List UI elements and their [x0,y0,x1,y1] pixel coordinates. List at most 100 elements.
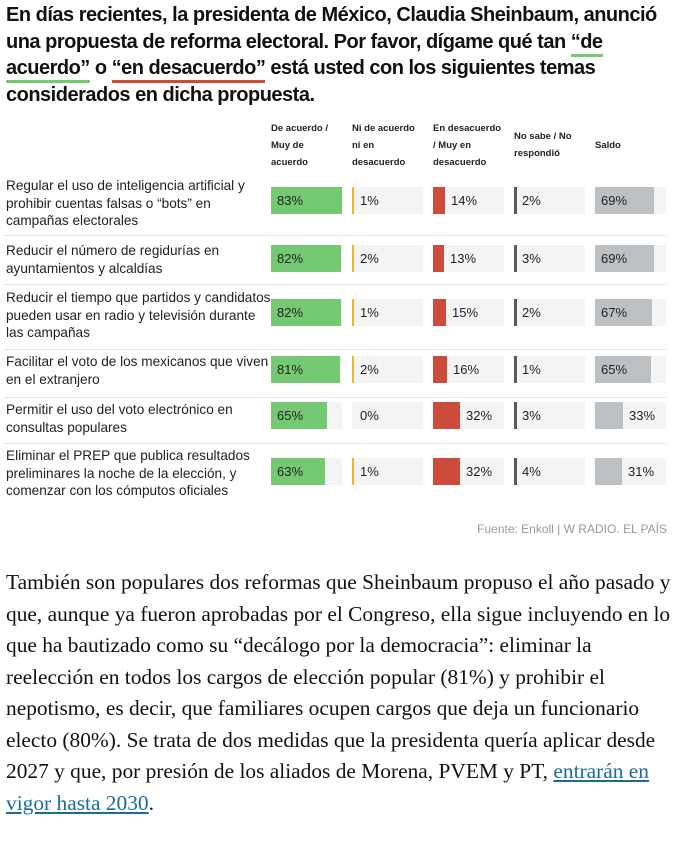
row-separator [5,235,666,236]
column-header-agree: De acuerdo / Muy de acuerdo [271,123,329,168]
bar-disagree [433,356,447,383]
bar-agree [271,187,342,214]
value-label: 1% [360,193,379,208]
value-label: 2% [522,305,541,320]
row-separator [5,397,666,398]
bar-saldo [595,402,623,429]
cell-disagree: 32% [433,458,504,485]
bar-no-answer [514,356,517,383]
value-label: 32% [466,464,493,479]
row-separator [5,284,666,285]
value-label: 0% [360,408,379,423]
value-label: 3% [522,251,541,266]
cell-no-answer: 2% [514,187,585,214]
row-label: Facilitar el voto de los mexicanos que v… [6,354,269,387]
cell-disagree: 32% [433,402,504,429]
column-header-saldo: Saldo [595,140,621,151]
value-label: 2% [360,251,379,266]
cell-no-answer: 3% [514,245,585,272]
cell-no-answer: 2% [514,299,585,326]
value-label: 69% [601,251,628,266]
row-label: Permitir el uso del voto electrónico en … [6,402,233,435]
bar-agree [271,402,327,429]
cell-agree: 65% [271,402,342,429]
chart-title: En días recientes, la presidenta de Méxi… [6,4,657,106]
value-label: 33% [629,408,656,423]
value-label: 82% [277,251,304,266]
value-label: 13% [450,251,477,266]
cell-agree: 82% [271,245,342,272]
bar-agree [271,458,325,485]
bar-disagree [433,458,460,485]
cell-saldo: 33% [595,402,666,429]
value-label: 1% [360,464,379,479]
disagree-term: “en desacuerdo” [111,57,266,83]
value-label: 65% [601,362,628,377]
row-separator [5,443,666,444]
value-label: 69% [601,193,628,208]
value-label: 2% [360,362,379,377]
bar-disagree [433,245,444,272]
cell-saldo: 69% [595,245,666,272]
bar-no-answer [514,299,517,326]
bar-neutral [352,245,354,272]
value-label: 81% [277,362,304,377]
row-label: Regular el uso de inteligencia artificia… [6,178,245,228]
cell-no-answer: 3% [514,402,585,429]
cell-no-answer: 1% [514,356,585,383]
row-separator [5,349,666,350]
cell-disagree: 16% [433,356,504,383]
cell-no-answer: 4% [514,458,585,485]
bar-neutral [352,458,354,485]
row-label: Reducir el número de regidurías en ayunt… [6,243,220,276]
bar-agree [271,356,340,383]
cell-disagree: 15% [433,299,504,326]
value-label: 16% [453,362,480,377]
value-label: 3% [522,408,541,423]
bar-neutral [352,356,354,383]
row-label: Reducir el tiempo que partidos y candida… [6,290,271,340]
bar-saldo [595,187,654,214]
value-label: 4% [522,464,541,479]
bar-no-answer [514,458,517,485]
value-label: 63% [277,464,304,479]
bar-saldo [595,356,651,383]
value-label: 14% [451,193,478,208]
value-label: 65% [277,408,304,423]
cell-saldo: 31% [595,458,666,485]
cell-agree: 83% [271,187,342,214]
bar-no-answer [514,402,517,429]
column-header-neutral: Ni de acuerdo ni en desacuerdo [352,123,415,168]
cell-neutral: 0% [352,402,423,429]
cell-neutral: 1% [352,299,423,326]
bar-agree [271,245,341,272]
bar-neutral [352,187,354,214]
value-label: 32% [466,408,493,423]
agree-term: “de acuerdo” [6,30,603,83]
cell-neutral: 1% [352,458,423,485]
cell-agree: 63% [271,458,342,485]
cell-neutral: 2% [352,245,423,272]
cell-saldo: 69% [595,187,666,214]
bar-no-answer [514,245,517,272]
cell-disagree: 14% [433,187,504,214]
bar-disagree [433,187,445,214]
chart-source: Fuente: Enkoll | W RADIO. EL PAÍS [477,522,667,536]
value-label: 31% [628,464,655,479]
article-link[interactable]: entrarán en vigor hasta 2030 [6,759,649,815]
cell-agree: 82% [271,299,342,326]
value-label: 2% [522,193,541,208]
column-header-disagree: En desacuerdo / Muy en desacuerdo [433,123,502,168]
bar-agree [271,299,341,326]
bar-disagree [433,299,446,326]
value-label: 83% [277,193,304,208]
article-paragraph: También son populares dos reformas que S… [6,570,671,815]
cell-agree: 81% [271,356,342,383]
row-label: Eliminar el PREP que publica resultados … [6,448,250,498]
cell-neutral: 2% [352,356,423,383]
cell-neutral: 1% [352,187,423,214]
cell-disagree: 13% [433,245,504,272]
bar-saldo [595,245,654,272]
bar-neutral [352,299,354,326]
value-label: 1% [360,305,379,320]
